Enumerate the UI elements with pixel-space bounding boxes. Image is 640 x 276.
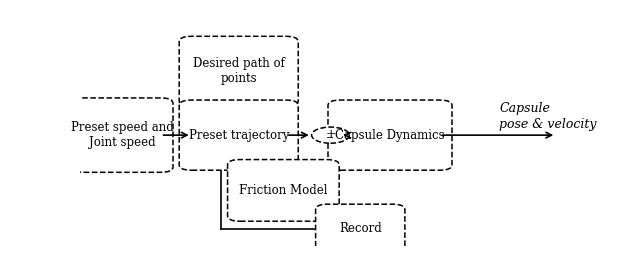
Text: +: + xyxy=(325,128,336,140)
Text: Capsule
pose & velocity: Capsule pose & velocity xyxy=(499,102,596,131)
FancyBboxPatch shape xyxy=(328,100,452,170)
Text: Friction Model: Friction Model xyxy=(239,184,328,197)
FancyBboxPatch shape xyxy=(179,100,298,170)
Text: Capsule Dynamics: Capsule Dynamics xyxy=(335,129,445,142)
FancyBboxPatch shape xyxy=(228,160,339,221)
FancyBboxPatch shape xyxy=(71,98,173,172)
Text: Desired path of
points: Desired path of points xyxy=(193,57,285,85)
Text: Preset speed and
Joint speed: Preset speed and Joint speed xyxy=(71,121,173,149)
Text: Preset trajectory: Preset trajectory xyxy=(189,129,289,142)
Circle shape xyxy=(312,127,349,143)
FancyBboxPatch shape xyxy=(316,204,405,253)
Text: Record: Record xyxy=(339,222,381,235)
Text: −: − xyxy=(326,134,335,143)
FancyBboxPatch shape xyxy=(179,36,298,107)
